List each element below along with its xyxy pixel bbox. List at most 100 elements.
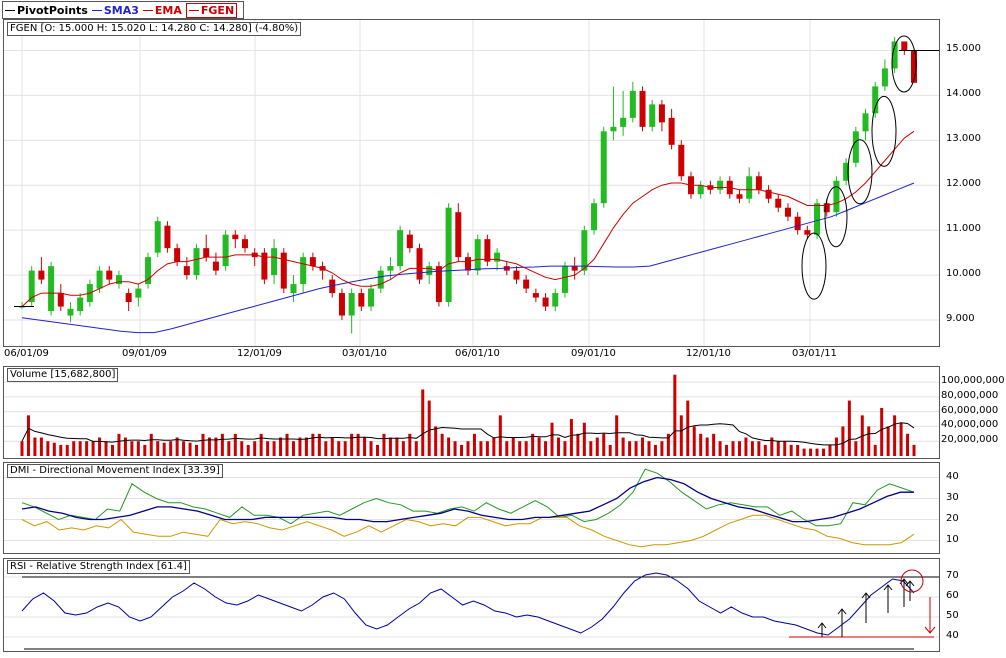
volume-bar	[563, 441, 567, 456]
candle-down	[174, 248, 181, 262]
volume-bar	[511, 437, 515, 456]
candle-up	[145, 257, 152, 285]
volume-bar	[880, 407, 884, 456]
volume-bar	[298, 437, 302, 456]
volume-bar	[136, 441, 140, 456]
candle-up	[193, 248, 200, 276]
legend-item-pivotpoints: PivotPoints	[5, 4, 88, 17]
candle-up	[67, 308, 74, 316]
volume-bar	[718, 441, 722, 456]
volume-bar	[447, 437, 451, 456]
candle-up	[290, 284, 297, 294]
legend-label-ema: EMA	[154, 3, 182, 17]
volume-bar	[440, 433, 444, 456]
volume-bar	[52, 442, 56, 456]
volume-bar	[195, 444, 199, 456]
legend-label-sma3: SMA3	[103, 3, 139, 17]
volume-bar	[72, 441, 76, 456]
dmi-y-tick-label: 30	[946, 491, 959, 503]
volume-bar	[518, 441, 522, 456]
price-y-tick-label: 13.000	[946, 133, 981, 145]
volume-bar	[666, 433, 670, 456]
candle-down	[775, 198, 782, 208]
volume-bar	[285, 433, 289, 456]
volume-bar	[188, 442, 192, 456]
candle-up	[852, 131, 859, 163]
candle-down	[755, 176, 762, 190]
volume-bar	[240, 441, 244, 456]
candle-down	[261, 252, 268, 280]
volume-bar	[421, 389, 425, 456]
candle-down	[309, 257, 316, 267]
candle-up	[28, 270, 35, 303]
volume-bar	[750, 441, 754, 456]
volume-bar	[156, 441, 160, 456]
volume-bar	[182, 441, 186, 456]
volume-bar	[201, 433, 205, 456]
volume-bar	[569, 419, 573, 456]
rsi-panel: RSI - Relative Strength Index [61.4]	[3, 558, 940, 652]
volume-bar	[906, 433, 910, 456]
volume-bar	[822, 448, 826, 456]
volume-bar	[686, 400, 690, 456]
candle-up	[649, 104, 656, 127]
volume-bar	[85, 441, 89, 456]
volume-panel: Volume [15,682,800]	[3, 366, 940, 459]
candle-down	[658, 104, 665, 123]
volume-bar	[537, 437, 541, 456]
volume-bar	[149, 433, 153, 456]
price-x-tick-label: 03/01/10	[342, 348, 387, 359]
candle-up	[445, 207, 452, 303]
price-x-tick-label: 06/01/09	[4, 348, 49, 359]
volume-bar	[867, 426, 871, 456]
volume-average-line	[21, 422, 915, 446]
dmi-y-tick-label: 20	[946, 512, 959, 524]
volume-bar	[505, 441, 509, 456]
candle-up	[620, 117, 627, 127]
candle-down	[57, 293, 64, 307]
volume-bar	[796, 444, 800, 456]
price-x-tick-label: 03/01/11	[792, 348, 837, 359]
candle-down	[106, 270, 113, 280]
volume-bar	[744, 437, 748, 456]
volume-bar	[789, 444, 793, 456]
candle-up	[872, 86, 879, 114]
rsi-arrow-head	[883, 584, 893, 591]
volume-bar	[660, 441, 664, 456]
candle-up	[629, 90, 636, 118]
volume-bar	[589, 441, 593, 456]
candle-up	[843, 162, 850, 181]
volume-bar	[369, 441, 373, 456]
volume-chart	[4, 374, 939, 456]
volume-bar	[712, 433, 716, 456]
volume-bar	[653, 444, 657, 456]
volume-bar	[615, 415, 619, 456]
candle-down	[765, 189, 772, 199]
volume-bar	[705, 437, 709, 456]
volume-bar	[608, 444, 612, 456]
candle-down	[784, 207, 791, 217]
volume-bar	[828, 444, 832, 456]
rsi-y-tick-label: 70	[946, 570, 959, 581]
candle-up	[426, 266, 433, 276]
candle-up	[891, 41, 898, 69]
candle-down	[668, 117, 675, 145]
volume-bar	[388, 437, 392, 456]
volume-bar	[893, 415, 897, 456]
volume-bar	[531, 433, 535, 456]
volume-bar	[33, 437, 37, 456]
dmi-panel: DMI - Directional Movement Index [33.39]	[3, 462, 940, 554]
candle-down	[416, 248, 423, 280]
candle-up	[377, 270, 384, 289]
candle-down	[542, 297, 549, 307]
candle-up	[397, 230, 404, 267]
candle-down	[183, 266, 190, 276]
volume-bar	[453, 441, 457, 456]
volume-bar	[576, 433, 580, 456]
volume-bar	[770, 437, 774, 456]
price-x-tick-label: 12/01/09	[237, 348, 282, 359]
candle-up	[610, 126, 617, 132]
volume-bar	[809, 448, 813, 456]
candle-down	[571, 266, 578, 271]
volume-bar	[485, 441, 489, 456]
